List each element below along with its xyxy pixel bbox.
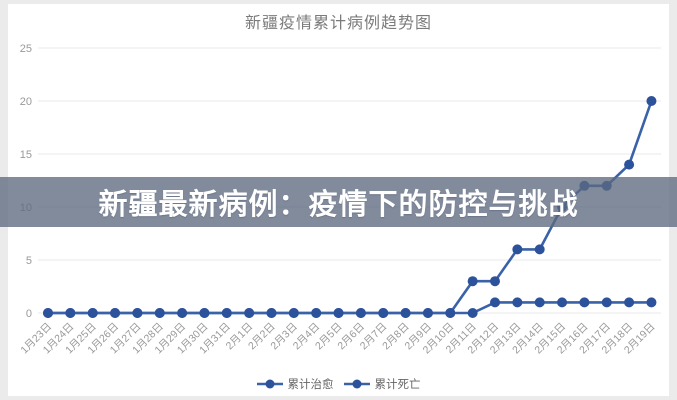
line-dot-marker-icon [256,379,283,389]
headline-text: 新疆最新病例：疫情下的防控与挑战 [98,189,579,221]
data-point [422,308,433,318]
data-point [579,297,590,308]
data-point [311,308,322,318]
data-point [244,308,255,318]
data-point [154,308,165,318]
y-tick-label: 15 [20,149,32,161]
data-point [467,308,478,318]
data-point [87,308,98,318]
data-point [490,276,500,287]
data-point [534,244,545,255]
legend-label-deaths: 累计死亡 [374,379,421,391]
data-point [355,308,366,318]
series-line [48,301,652,315]
data-point [177,308,188,318]
y-tick-label: 20 [20,96,32,108]
y-tick-label: 0 [26,308,32,320]
line-dot-marker-icon [343,379,370,389]
headline-banner: 新疆最新病例：疫情下的防控与挑战 [0,177,677,227]
data-point [221,308,232,318]
data-point [646,96,657,106]
data-point [199,308,210,318]
chart-title: 新疆疫情累计病例趋势图 [244,15,432,32]
data-point [601,297,612,308]
legend-label-cured: 累计治愈 [287,379,334,391]
data-point [333,308,344,318]
data-point [378,308,389,318]
data-point [65,308,76,318]
data-point [624,159,635,170]
data-point [624,297,635,308]
data-point [512,244,523,255]
data-point [132,308,143,318]
data-point [400,308,411,318]
data-point [445,308,456,318]
data-point [534,297,545,308]
data-point [646,297,657,308]
data-point [288,308,299,318]
data-point [467,276,478,287]
x-axis-labels: 1月23日1月24日1月25日1月26日1月27日1月28日1月29日1月30日… [18,321,657,357]
series-deaths [43,297,657,318]
data-point [266,308,277,318]
data-point [512,297,523,308]
data-point [490,297,500,308]
y-tick-label: 25 [20,43,32,55]
legend-item-cured[interactable]: 累计治愈 [256,376,334,392]
chart-legend: 累计治愈 累计死亡 [0,376,677,392]
legend-item-deaths[interactable]: 累计死亡 [343,376,421,392]
data-point [557,297,568,308]
data-point [110,308,121,318]
data-point [43,308,53,318]
y-tick-label: 5 [26,255,32,267]
